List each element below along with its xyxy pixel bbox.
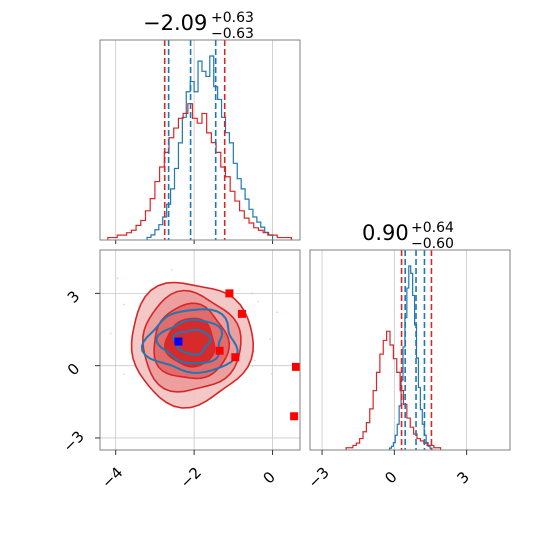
joint-blue-contour xyxy=(140,308,239,374)
hist-p2-x-tick-label: 3 xyxy=(454,468,473,487)
hist-p1-quantile-lines xyxy=(163,40,226,240)
hist-p1-panel xyxy=(99,39,301,244)
red-marker xyxy=(237,309,246,318)
joint-y-tick-label: −3 xyxy=(59,427,87,455)
joint-contours xyxy=(130,281,255,409)
title-p2-plus: +0.64 xyxy=(411,220,454,236)
hist-p2-x-tick-label: −3 xyxy=(305,463,333,491)
title-p1-plus: +0.63 xyxy=(211,10,254,26)
joint-sample-point xyxy=(257,300,260,303)
joint-sample-point xyxy=(250,292,253,295)
hist-p2-frame xyxy=(309,249,511,451)
joint-x-ticks: −4 −2 0 xyxy=(98,450,279,492)
red-marker xyxy=(225,289,234,298)
joint-panel xyxy=(99,249,301,451)
red-marker xyxy=(231,353,240,362)
joint-y-ticks: 3 0 −3 xyxy=(59,287,100,456)
title-p2-median: 0.90 xyxy=(362,221,409,245)
joint-markers xyxy=(174,289,300,421)
joint-x-tick-label: 0 xyxy=(259,468,278,487)
hist-p2-panel xyxy=(309,249,511,451)
blue-marker xyxy=(174,337,183,346)
joint-sample-point xyxy=(109,332,112,335)
red-marker xyxy=(215,346,224,355)
joint-sample-point xyxy=(251,365,254,368)
hist-p2-x-tick-label: 0 xyxy=(381,468,400,487)
joint-blue-contour xyxy=(155,318,224,365)
joint-sample-point xyxy=(276,311,279,314)
joint-frame xyxy=(99,249,301,451)
title-p2: 0.90 +0.64 −0.60 xyxy=(362,220,454,252)
hist-p1-red-series xyxy=(107,103,292,240)
title-p1-minus: −0.63 xyxy=(211,26,254,42)
joint-sample-point xyxy=(253,359,256,362)
title-p2-minus: −0.60 xyxy=(411,236,454,252)
hist-p2-red-series xyxy=(345,330,442,450)
joint-y-tick-label: 0 xyxy=(64,360,83,379)
joint-sample-point xyxy=(122,303,125,306)
title-p1: −2.09 +0.63 −0.63 xyxy=(143,10,254,42)
hist-p2-x-ticks: −3 0 3 xyxy=(305,450,473,492)
title-p1-median: −2.09 xyxy=(143,11,207,35)
hist-p2-series xyxy=(345,265,442,450)
joint-sample-point xyxy=(271,373,273,375)
hist-p1-grid xyxy=(115,40,274,244)
joint-x-tick-label: −2 xyxy=(177,463,205,491)
joint-sample-point xyxy=(170,268,173,271)
hist-p1-series xyxy=(107,55,292,240)
joint-sample-point xyxy=(269,338,272,340)
hist-p1-blue-series xyxy=(146,55,274,240)
red-marker xyxy=(292,362,300,371)
hist-p2-quantile-lines xyxy=(400,250,433,450)
joint-y-tick-label: 3 xyxy=(64,287,83,306)
joint-sample-point xyxy=(122,373,125,376)
joint-x-tick-label: −4 xyxy=(98,463,126,491)
hist-p2-grid xyxy=(321,250,468,450)
joint-sample-point xyxy=(116,277,119,280)
hist-p1-frame xyxy=(99,39,301,241)
red-marker xyxy=(290,412,299,421)
